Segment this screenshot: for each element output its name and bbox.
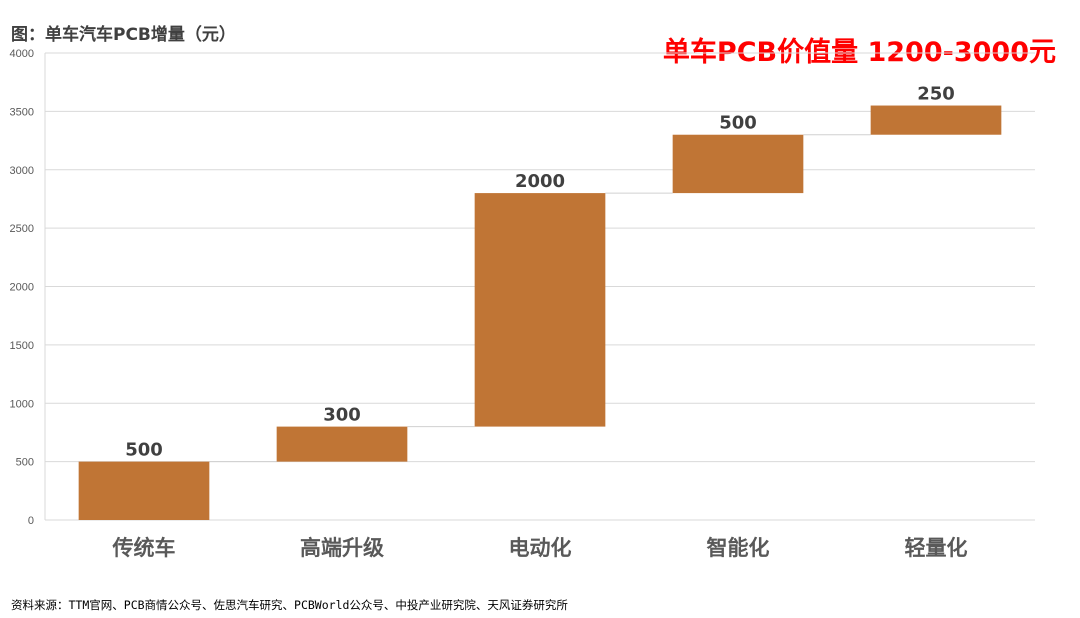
bar-4 (672, 134, 804, 194)
y-tick-label: 3500 (10, 106, 34, 118)
x-axis: 传统车 高端升级 电动化 智能化 轻量化 (112, 536, 968, 560)
y-tick-label: 0 (28, 515, 34, 527)
data-label: 2000 (515, 171, 565, 192)
waterfall-chart: 0 500 1000 1500 2000 2500 3000 3500 4000 500 300 2… (10, 48, 1035, 560)
data-label: 300 (323, 405, 361, 426)
data-labels: 500 300 2000 500 250 (125, 84, 955, 461)
x-tick-label: 传统车 (112, 536, 176, 560)
bar-5 (870, 105, 1002, 135)
x-tick-label: 轻量化 (905, 536, 968, 560)
y-tick-label: 500 (16, 457, 34, 469)
bars (78, 105, 1002, 520)
y-tick-label: 1000 (10, 398, 34, 410)
data-label: 500 (719, 113, 757, 134)
connector-lines (209, 134, 871, 463)
x-tick-label: 电动化 (509, 536, 572, 560)
bar-2 (276, 426, 408, 462)
bar-1 (78, 461, 210, 520)
x-tick-label: 高端升级 (300, 536, 384, 560)
data-label: 250 (917, 84, 955, 105)
y-tick-label: 2500 (10, 223, 34, 235)
y-tick-label: 1500 (10, 340, 34, 352)
y-tick-label: 3000 (10, 165, 34, 177)
x-tick-label: 智能化 (707, 536, 770, 560)
y-axis: 0 500 1000 1500 2000 2500 3000 3500 4000 (10, 48, 46, 527)
data-label: 500 (125, 440, 163, 461)
y-tick-label: 4000 (10, 48, 34, 60)
y-tick-label: 2000 (10, 282, 34, 294)
source-note: 资料来源：TTM官网、PCB商情公众号、佐思汽车研究、PCBWorld公众号、中… (11, 598, 568, 612)
bar-3 (474, 193, 606, 427)
figure-caption: 图：单车汽车PCB增量（元） (11, 25, 236, 45)
